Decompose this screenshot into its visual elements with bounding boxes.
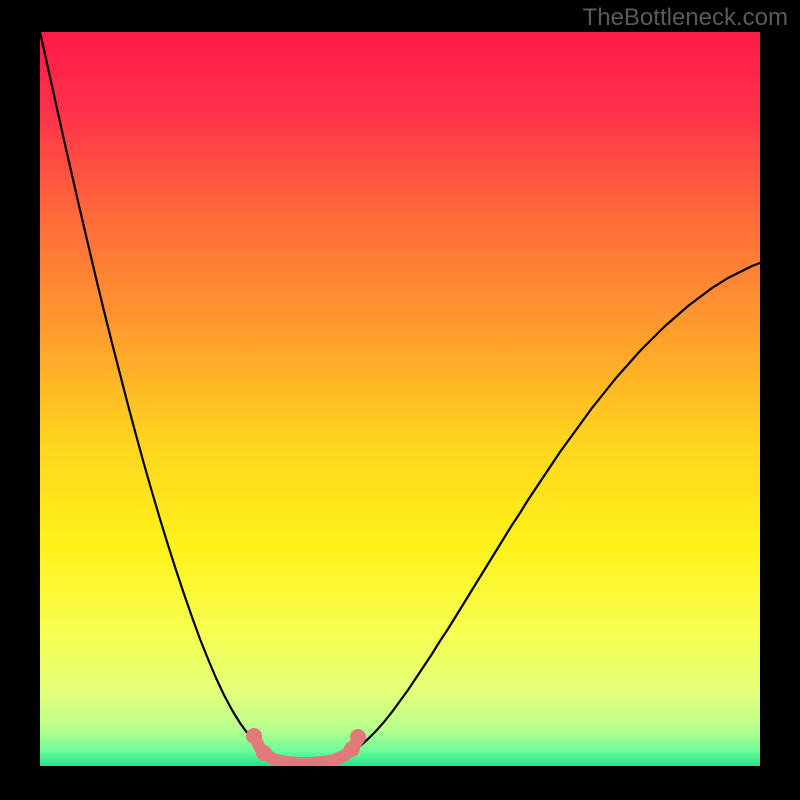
watermark-text: TheBottleneck.com — [583, 4, 788, 32]
chart-frame: { "watermark": { "text": "TheBottleneck.… — [0, 0, 800, 800]
bottleneck-chart — [0, 0, 800, 800]
gradient-background — [40, 32, 760, 766]
